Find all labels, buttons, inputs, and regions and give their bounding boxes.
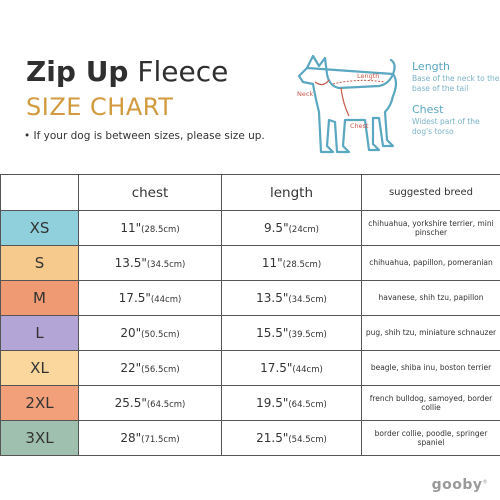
size-label: L — [35, 324, 44, 342]
chest-cm: (44cm) — [150, 295, 182, 305]
chest-inches: 22" — [120, 361, 142, 375]
chest-cm: (28.5cm) — [141, 225, 180, 235]
chest-inches: 28" — [120, 431, 142, 445]
length-cm: (34.5cm) — [288, 295, 327, 305]
size-cell: 2XL — [0, 385, 79, 421]
chest-cell: 11"(28.5cm) — [78, 210, 222, 246]
size-cell: L — [0, 315, 79, 351]
page-title: Zip Up Fleece — [26, 56, 228, 88]
length-inches: 21.5" — [256, 431, 289, 445]
length-inches: 15.5" — [256, 326, 289, 340]
length-cm: (44cm) — [292, 365, 323, 375]
size-cell: M — [0, 280, 79, 316]
size-label: XL — [30, 359, 49, 377]
length-inches: 9.5" — [263, 221, 289, 235]
length-inches: 11" — [261, 256, 283, 270]
breed-cell: beagle, shiba inu, boston terrier — [361, 350, 500, 386]
breed-cell: french bulldog, samoyed, border collie — [361, 385, 500, 421]
breed-cell: chihuahua, yorkshire terrier, mini pinsc… — [361, 210, 500, 246]
breed-cell: border collie, poodle, springer spaniel — [361, 420, 500, 456]
gooby-logo: gooby® — [432, 477, 488, 493]
table-row: L 20"(50.5cm) 15.5"(39.5cm) pug, shih tzu, … — [0, 315, 500, 351]
chest-cm: (71.5cm) — [141, 435, 180, 445]
length-inches: 19.5" — [256, 396, 289, 410]
size-label: 3XL — [25, 429, 54, 447]
length-cm: (54.5cm) — [288, 435, 327, 445]
neck-measure-line — [314, 79, 330, 86]
size-chart-table: chest length suggested breed XS 11"(28.5c… — [0, 174, 500, 456]
header-chest: chest — [78, 174, 222, 211]
length-cell: 13.5"(34.5cm) — [221, 280, 362, 316]
length-cell: 15.5"(39.5cm) — [221, 315, 362, 351]
length-cell: 11"(28.5cm) — [221, 245, 362, 281]
table-row: XL 22"(56.5cm) 17.5"(44cm) beagle, shiba in… — [0, 350, 500, 386]
length-cell: 9.5"(24cm) — [221, 210, 362, 246]
breed-cell: pug, shih tzu, miniature schnauzer — [361, 315, 500, 351]
length-cm: (24cm) — [288, 225, 319, 235]
length-cm: (28.5cm) — [282, 260, 322, 270]
header-size — [0, 174, 79, 211]
length-measure-line — [332, 79, 386, 85]
length-cell: 17.5"(44cm) — [221, 350, 362, 386]
length-cm: (64.5cm) — [288, 400, 327, 410]
neck-label: Neck — [297, 90, 314, 98]
table-row: M 17.5"(44cm) 13.5"(34.5cm) havanese, shih … — [0, 280, 500, 316]
size-cell: XL — [0, 350, 79, 386]
title-light: Fleece — [137, 55, 229, 88]
chest-cell: 22"(56.5cm) — [78, 350, 222, 386]
chest-inches: 11" — [120, 221, 142, 235]
size-label: M — [33, 289, 46, 307]
table-row: XS 11"(28.5cm) 9.5"(24cm) chihuahua, yorksh… — [0, 210, 500, 246]
page-subtitle: SIZE CHART — [26, 93, 174, 121]
breed-cell: havanese, shih tzu, papillon — [361, 280, 500, 316]
header-breed: suggested breed — [361, 174, 500, 211]
breed-cell: chihuahua, papillon, pomeranian — [361, 245, 500, 281]
chest-cell: 13.5"(34.5cm) — [78, 245, 222, 281]
chest-cell: 25.5"(64.5cm) — [78, 385, 222, 421]
sizing-note: • If your dog is between sizes, please s… — [24, 130, 265, 142]
chest-cm: (34.5cm) — [146, 260, 186, 270]
chest-cm: (64.5cm) — [146, 400, 186, 410]
size-label: S — [34, 254, 45, 272]
length-cell: 19.5"(64.5cm) — [221, 385, 362, 421]
size-label: 2XL — [25, 394, 54, 412]
chest-small-label: Chest — [350, 122, 369, 130]
size-cell: XS — [0, 210, 79, 246]
table-header-row: chest length suggested breed — [0, 174, 500, 211]
dog-outline-icon — [297, 54, 398, 154]
chest-inches: 20" — [120, 326, 142, 340]
header-length: length — [221, 174, 362, 211]
chest-cell: 17.5"(44cm) — [78, 280, 222, 316]
table-row: S 13.5"(34.5cm) 11"(28.5cm) chihuahua, papi… — [0, 245, 500, 281]
table-row: 3XL 28"(71.5cm) 21.5"(54.5cm) border collie… — [0, 420, 500, 456]
chest-inches: 13.5" — [114, 256, 147, 270]
legend-length-title: Length — [412, 60, 450, 73]
chest-cm: (56.5cm) — [141, 365, 180, 375]
length-inches: 17.5" — [260, 361, 293, 375]
chest-inches: 25.5" — [114, 396, 147, 410]
chest-cell: 28"(71.5cm) — [78, 420, 222, 456]
chest-measure-line — [340, 87, 350, 117]
size-label: XS — [29, 219, 50, 237]
trademark: ® — [482, 479, 488, 486]
legend-chest-desc: Widest part of the dog's torso — [412, 117, 480, 136]
chest-inches: 17.5" — [118, 291, 151, 305]
legend-length-desc: Base of the neck to the base of the tail — [412, 74, 500, 93]
length-cm: (39.5cm) — [288, 330, 327, 340]
table-row: 2XL 25.5"(64.5cm) 19.5"(64.5cm) french bull… — [0, 385, 500, 421]
size-cell: 3XL — [0, 420, 79, 456]
length-inches: 13.5" — [256, 291, 289, 305]
chest-cell: 20"(50.5cm) — [78, 315, 222, 351]
dog-measurement-diagram — [297, 54, 398, 154]
legend-chest-title: Chest — [412, 103, 444, 116]
length-small-label: Length — [357, 72, 380, 80]
logo-text: gooby — [431, 477, 483, 493]
length-cell: 21.5"(54.5cm) — [221, 420, 362, 456]
chest-cm: (50.5cm) — [141, 330, 180, 340]
size-cell: S — [0, 245, 79, 281]
title-bold: Zip Up — [26, 55, 129, 88]
